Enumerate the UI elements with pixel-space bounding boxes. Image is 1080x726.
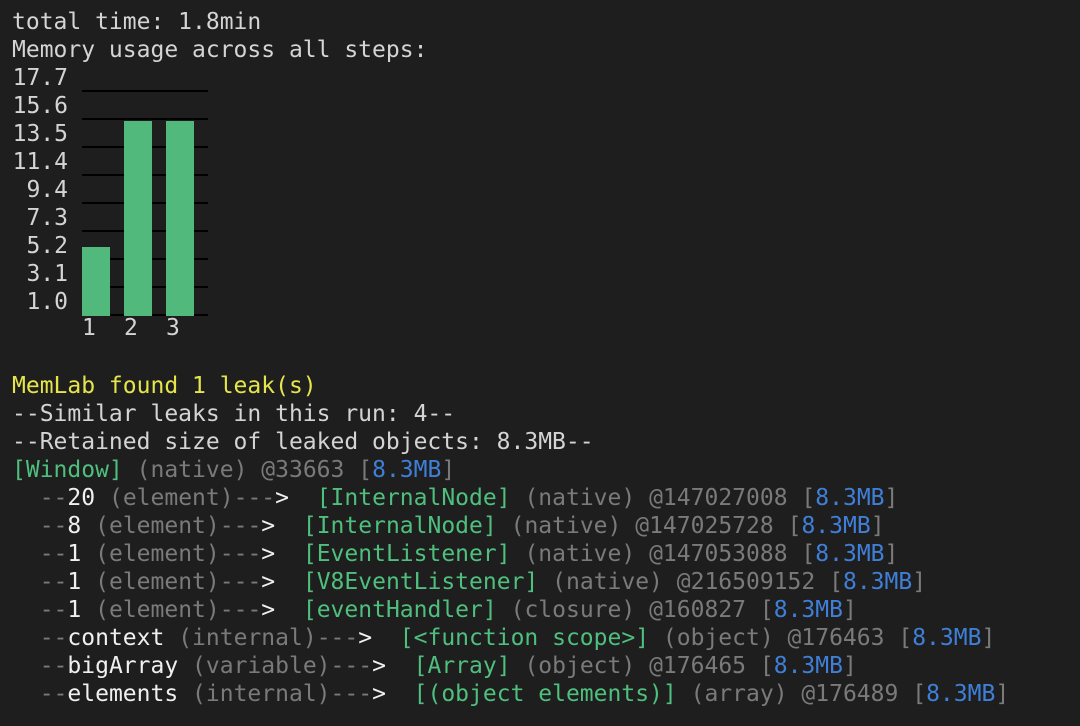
node-id: @176465 <box>649 653 747 679</box>
edge-type: (element) <box>95 597 220 623</box>
node-type: (native) <box>552 569 663 595</box>
node-type: (object) <box>524 653 636 679</box>
memory-chart: 17.7 15.6 13.5 11.4 9.4 7.3 5.2 3.1 1.0 1 2 3 <box>12 64 1009 344</box>
node-id: @147025728 <box>635 513 774 539</box>
edge-name: 1 <box>67 541 82 567</box>
node-type: (closure) <box>510 597 636 623</box>
edge-type: (element) <box>95 541 220 567</box>
node-name: [EventListener] <box>302 541 511 567</box>
node-name: [V8EventListener] <box>302 569 539 595</box>
edge-type: (variable) <box>192 653 331 679</box>
terminal-output: total time: 1.8min Memory usage across a… <box>12 8 1009 708</box>
node-type: (native) <box>524 541 636 567</box>
similar-leaks: --Similar leaks in this run: 4-- <box>12 401 456 427</box>
node-size: 8.3MB <box>815 541 885 567</box>
trace-step: --1 (element)---> [V8EventListener] (nat… <box>39 569 927 595</box>
node-name: [<function scope>] <box>399 625 650 651</box>
bar-step-2 <box>124 120 152 316</box>
trace-step: --elements (internal)---> [(object eleme… <box>39 681 1010 707</box>
grid-line <box>82 118 208 120</box>
root-node: [Window] <box>12 457 123 483</box>
edge-name: elements <box>67 681 179 707</box>
node-name: [InternalNode] <box>316 485 511 511</box>
node-size: 8.3MB <box>773 653 843 679</box>
leak-found: MemLab found 1 leak(s) <box>12 373 317 399</box>
edge-name: 1 <box>67 569 82 595</box>
root-size: 8.3MB <box>372 457 442 483</box>
edge-name: 20 <box>67 485 96 511</box>
node-type: (native) <box>524 485 636 511</box>
node-size: 8.3MB <box>773 597 843 623</box>
x-tick-label: 3 <box>166 315 180 341</box>
grid-line <box>82 90 208 92</box>
retained-size: --Retained size of leaked objects: 8.3MB… <box>12 429 594 455</box>
edge-name: 1 <box>67 597 82 623</box>
root-id: @33663 <box>261 457 345 483</box>
node-size: 8.3MB <box>815 485 885 511</box>
trace-step: --bigArray (variable)---> [Array] (objec… <box>39 653 857 679</box>
node-size: 8.3MB <box>842 569 913 595</box>
node-size: 8.3MB <box>801 513 871 539</box>
node-size: 8.3MB <box>926 681 996 707</box>
edge-type: (internal) <box>192 681 331 707</box>
node-id: @216509152 <box>676 569 816 595</box>
root-type: (native) <box>136 457 248 483</box>
edge-type: (element) <box>95 513 220 539</box>
node-size: 8.3MB <box>912 625 982 651</box>
node-id: @160827 <box>649 597 747 623</box>
node-id: @176463 <box>787 625 885 651</box>
y-tick-label: 9.4 <box>26 177 68 203</box>
node-id: @147053088 <box>649 541 788 567</box>
y-tick-label: 5.2 <box>26 233 68 259</box>
node-name: [InternalNode] <box>302 513 497 539</box>
y-tick-label: 7.3 <box>26 205 68 231</box>
y-tick-label: 11.4 <box>12 149 68 175</box>
node-type: (native) <box>510 513 622 539</box>
node-name: [(object elements)] <box>413 681 677 707</box>
edge-type: (element) <box>108 485 234 511</box>
trace-step: --1 (element)---> [eventHandler] (closur… <box>39 597 857 623</box>
trace-step: --8 (element)---> [InternalNode] (native… <box>39 513 885 539</box>
bar-step-1 <box>82 246 110 316</box>
y-tick-label: 3.1 <box>26 261 68 287</box>
y-tick-label: 1.0 <box>26 289 68 315</box>
edge-name: context <box>67 625 165 651</box>
trace-step: --1 (element)---> [EventListener] (nativ… <box>39 541 899 567</box>
total-time: total time: 1.8min <box>12 9 262 35</box>
edge-name: bigArray <box>67 653 179 679</box>
node-id: @147027008 <box>649 485 788 511</box>
x-tick-label: 2 <box>124 315 138 341</box>
node-name: [eventHandler] <box>302 597 497 623</box>
memory-title: Memory usage across all steps: <box>12 37 428 63</box>
node-type: (array) <box>690 681 788 707</box>
edge-name: 8 <box>67 513 82 539</box>
trace-root: [Window] (native) @33663 [8.3MB] <box>12 457 456 483</box>
edge-type: (element) <box>95 569 220 595</box>
x-tick-label: 1 <box>82 315 96 341</box>
y-tick-label: 15.6 <box>12 93 68 119</box>
bar-step-3 <box>166 120 194 316</box>
trace-step: --context (internal)---> [<function scop… <box>39 625 996 651</box>
node-type: (object) <box>662 625 774 651</box>
trace-step: --20 (element)---> [InternalNode] (nativ… <box>39 485 899 511</box>
edge-type: (internal) <box>178 625 317 651</box>
y-tick-label: 17.7 <box>12 65 68 91</box>
node-id: @176489 <box>801 681 899 707</box>
node-name: [Array] <box>413 653 511 679</box>
y-tick-label: 13.5 <box>12 121 68 147</box>
